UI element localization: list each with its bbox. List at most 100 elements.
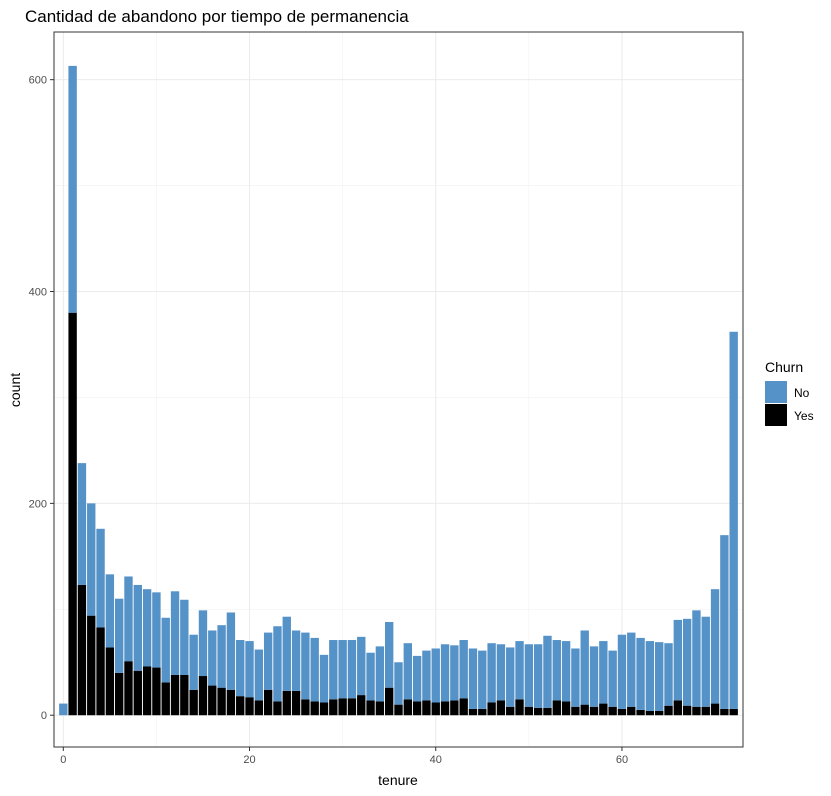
bar-yes [561,701,571,716]
bar-no [692,610,701,707]
bar-no [189,634,198,690]
x-axis-title: tenure [378,772,418,788]
bar-no [329,640,338,700]
bar-yes [170,674,180,716]
x-tick-label: 0 [60,754,66,766]
y-tick-label: 0 [41,710,47,722]
bar-no [645,641,655,711]
bar-no [533,644,543,708]
x-tick-label: 60 [616,754,628,766]
bar-yes [580,704,589,716]
bar-no [245,641,254,698]
bar-no [431,648,440,703]
bar-no [710,589,720,704]
bar-yes [301,699,310,716]
bar-yes [636,709,645,716]
bar-yes [552,700,561,716]
bar-yes [180,674,189,716]
bar-no [673,619,683,701]
bar-yes [226,689,236,716]
bar-no [403,643,413,700]
bar-yes [96,627,105,716]
bar-no [468,648,478,709]
bar-yes [133,670,142,716]
bar-no [357,636,366,696]
bar-yes [375,701,385,716]
bar-yes [710,703,720,716]
bar-yes [422,700,431,716]
bar-no [394,662,403,705]
bar-yes [617,708,627,716]
bar-yes [198,676,208,716]
bar-no [552,640,561,701]
bar-no [161,617,170,683]
bar-yes [208,685,217,716]
bar-no [599,641,608,704]
bar-no [133,584,142,671]
bar-yes [645,710,655,716]
bar-yes [124,661,133,716]
bar-yes [692,706,701,716]
bar-no [580,630,589,705]
bar-no [720,535,729,709]
x-tick-label: 40 [430,754,442,766]
bar-no [347,640,357,699]
bar-yes [664,705,673,716]
plot-border [53,31,744,748]
bar-no [412,655,422,702]
legend-title: Churn [765,359,803,375]
bar-yes [68,312,77,716]
bar-no [487,643,496,703]
bar-no [608,650,617,707]
bar-yes [720,708,729,716]
bar-yes [394,704,403,716]
bar-yes [496,700,506,716]
bar-no [571,648,580,707]
bar-no [682,618,692,706]
bar-yes [273,701,282,716]
bar-yes [608,706,617,716]
bar-no [77,463,87,585]
bar-no [263,632,273,690]
bar-no [87,503,96,616]
bar-no [208,630,217,686]
bar-yes [627,706,636,716]
bar-yes [357,695,366,716]
bar-yes [189,689,198,716]
bar-yes [729,708,738,716]
bar-no [617,634,627,709]
bar-no [384,622,394,688]
bar-yes [440,701,450,716]
bar-no [338,640,347,699]
bar-no [282,616,291,691]
bar-no [96,528,105,628]
bar-yes [329,699,338,716]
bar-yes [152,667,161,716]
legend-label-yes: Yes [794,409,814,423]
bar-yes [412,701,422,716]
bar-no [459,640,468,699]
bar-yes [282,690,291,716]
bar-no [561,641,571,702]
bar-yes [366,700,375,716]
bar-yes [478,708,487,716]
bar-yes [673,700,683,716]
bar-no [506,647,515,707]
bar-no [226,612,236,690]
legend: Churn No Yes [765,359,814,426]
bar-yes [431,702,440,716]
legend-label-no: No [794,386,810,400]
bar-yes [105,647,115,716]
bar-yes [319,702,329,716]
bar-no [524,644,534,707]
bar-yes [599,703,608,716]
bar-no [180,599,189,675]
bar-no [375,646,385,702]
bar-no [254,649,264,701]
legend-swatch-yes [765,404,787,426]
bar-no [198,610,208,677]
bar-yes [161,682,170,716]
bar-no [366,652,375,701]
bar-yes [310,701,319,716]
